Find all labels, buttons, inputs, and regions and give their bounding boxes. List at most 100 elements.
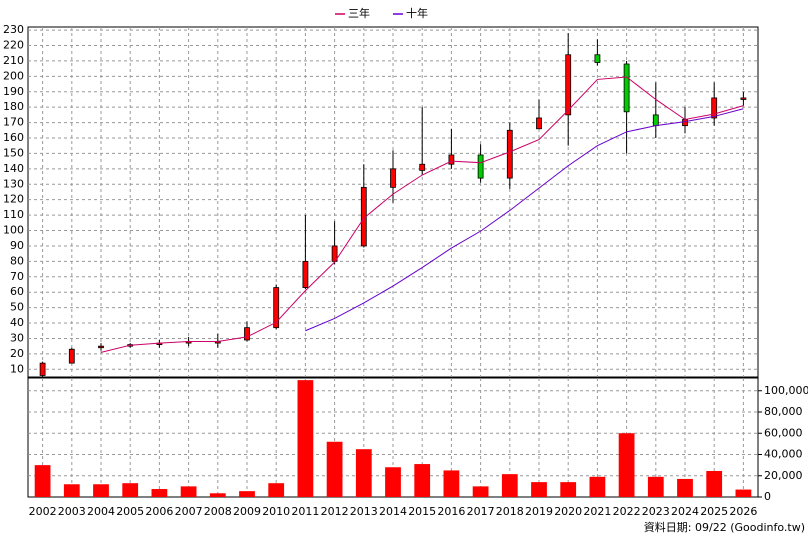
line-series [100,76,744,353]
candle-body [565,54,572,116]
volume-bar [472,486,489,497]
volume-bar [268,483,285,497]
y2-tick-label: 40,000 [764,448,803,461]
y-tick-label: 130 [3,177,24,190]
y-tick-label: 220 [3,39,24,52]
footnote: 資料日期: 09/22 (Goodinfo.tw) [644,520,805,534]
candle-body [477,154,484,179]
volume-bar [239,491,255,497]
y-tick-label: 40 [10,316,24,329]
candle-body [623,63,630,113]
volume-bar [531,482,547,497]
candle-body [244,327,250,341]
y2-tick-label: 80,000 [764,405,803,418]
candle-body [419,163,426,171]
volume-bar [326,441,343,497]
volume-bar [297,380,314,497]
x-tick-label: 2025 [700,505,728,518]
candle-body [98,345,104,349]
y-tick-label: 30 [10,331,24,344]
y-tick-label: 50 [10,301,24,314]
volume-bar [122,483,139,497]
y-tick-label: 10 [10,362,24,375]
x-tick-label: 2010 [262,505,290,518]
y-tick-label: 140 [3,162,24,175]
volume-bar [735,489,752,497]
x-tick-label: 2007 [175,505,203,518]
x-tick-label: 2006 [145,505,173,518]
y-tick-label: 80 [10,254,24,267]
candle-body [740,97,747,100]
volume-bar [209,493,226,497]
candle-body [652,114,659,127]
x-tick-label: 2009 [233,505,261,518]
x-tick-label: 2019 [525,505,553,518]
volume-bar [647,476,664,497]
x-tick-label: 2002 [29,505,57,518]
x-tick-label: 2021 [583,505,611,518]
line-series [305,108,744,332]
x-tick-label: 2008 [204,505,232,518]
volume-bar [501,474,518,497]
candle-body [711,97,718,119]
x-tick-label: 2015 [408,505,436,518]
candle-body [302,260,309,288]
volume-bar [180,486,197,497]
y-tick-label: 20 [10,347,24,360]
y-tick-label: 160 [3,131,24,144]
candle-body [68,348,75,364]
x-tick-label: 2016 [437,505,465,518]
volume-bar [443,470,460,497]
y-tick-label: 70 [10,270,24,283]
x-tick-label: 2026 [729,505,757,518]
x-tick-label: 2017 [467,505,495,518]
candle-body [536,117,542,130]
x-tick-label: 2018 [496,505,524,518]
y-tick-label: 60 [10,285,24,298]
x-tick-label: 2023 [642,505,670,518]
x-tick-label: 2012 [321,505,349,518]
candle-body [682,119,688,127]
x-tick-label: 2011 [291,505,319,518]
volume-bar [151,489,168,497]
candle-body [39,362,46,376]
y-tick-label: 170 [3,116,24,129]
legend-label: 三年 [348,6,370,20]
x-tick-label: 2024 [671,505,699,518]
y2-tick-label: 0 [764,490,771,503]
candle-body [448,154,455,165]
volume-bar [414,464,431,497]
volume-bar [34,465,51,497]
x-tick-label: 2014 [379,505,407,518]
y-tick-label: 210 [3,54,24,67]
candle-body [273,287,280,329]
volume-bar [63,484,80,497]
x-tick-label: 2003 [58,505,86,518]
y-tick-label: 200 [3,69,24,82]
y2-tick-label: 20,000 [764,469,803,482]
y-tick-label: 90 [10,239,24,252]
volume-bar [385,467,401,497]
y-tick-label: 190 [3,85,24,98]
x-tick-label: 2004 [87,505,115,518]
volume-bar [93,484,109,497]
x-tick-label: 2020 [554,505,582,518]
volume-bar [355,449,372,497]
y-tick-label: 120 [3,193,24,206]
volume-bar [706,470,723,497]
candle-body [506,129,513,179]
volume-bar [560,482,577,497]
legend-label: 十年 [406,6,428,20]
y-tick-label: 180 [3,100,24,113]
x-tick-label: 2022 [613,505,641,518]
x-tick-label: 2005 [116,505,144,518]
candle-body [390,168,396,188]
volume-bar [618,433,635,497]
y2-tick-label: 100,000 [764,384,808,397]
y-tick-label: 150 [3,146,24,159]
volume-bar [589,476,606,497]
volume-bar [677,478,693,497]
y-tick-label: 110 [3,208,24,221]
x-tick-label: 2013 [350,505,378,518]
